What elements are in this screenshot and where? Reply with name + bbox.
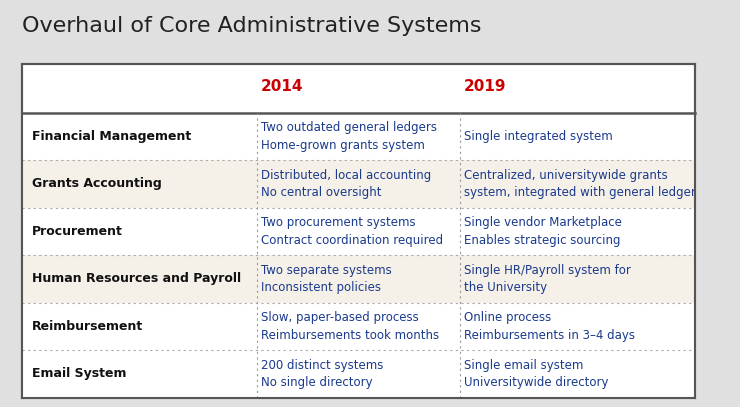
FancyBboxPatch shape — [22, 302, 695, 350]
Text: Distributed, local accounting
No central oversight: Distributed, local accounting No central… — [260, 168, 431, 199]
FancyBboxPatch shape — [22, 208, 695, 255]
Text: Slow, paper-based process
Reimbursements took months: Slow, paper-based process Reimbursements… — [260, 311, 439, 341]
FancyBboxPatch shape — [22, 160, 695, 208]
Text: Two procurement systems
Contract coordination required: Two procurement systems Contract coordin… — [260, 216, 443, 247]
Text: Email System: Email System — [32, 367, 126, 380]
Text: Grants Accounting: Grants Accounting — [32, 177, 161, 190]
Text: 200 distinct systems
No single directory: 200 distinct systems No single directory — [260, 359, 383, 389]
Text: Human Resources and Payroll: Human Resources and Payroll — [32, 272, 240, 285]
Text: 2014: 2014 — [260, 79, 303, 94]
FancyBboxPatch shape — [22, 113, 695, 160]
FancyBboxPatch shape — [22, 350, 695, 398]
Text: Single integrated system: Single integrated system — [464, 130, 613, 143]
Text: Financial Management: Financial Management — [32, 130, 191, 143]
Text: Centralized, universitywide grants
system, integrated with general ledger: Centralized, universitywide grants syste… — [464, 168, 696, 199]
Text: Two separate systems
Inconsistent policies: Two separate systems Inconsistent polici… — [260, 264, 391, 294]
Text: Reimbursement: Reimbursement — [32, 320, 143, 333]
Text: Procurement: Procurement — [32, 225, 122, 238]
Text: Single vendor Marketplace
Enables strategic sourcing: Single vendor Marketplace Enables strate… — [464, 216, 622, 247]
Text: Single HR/Payroll system for
the University: Single HR/Payroll system for the Univers… — [464, 264, 630, 294]
Text: Online process
Reimbursements in 3–4 days: Online process Reimbursements in 3–4 day… — [464, 311, 635, 341]
FancyBboxPatch shape — [22, 64, 695, 398]
Text: 2019: 2019 — [464, 79, 506, 94]
Text: Two outdated general ledgers
Home-grown grants system: Two outdated general ledgers Home-grown … — [260, 121, 437, 151]
Text: Overhaul of Core Administrative Systems: Overhaul of Core Administrative Systems — [22, 15, 482, 35]
FancyBboxPatch shape — [22, 255, 695, 302]
Text: Single email system
Universitywide directory: Single email system Universitywide direc… — [464, 359, 608, 389]
